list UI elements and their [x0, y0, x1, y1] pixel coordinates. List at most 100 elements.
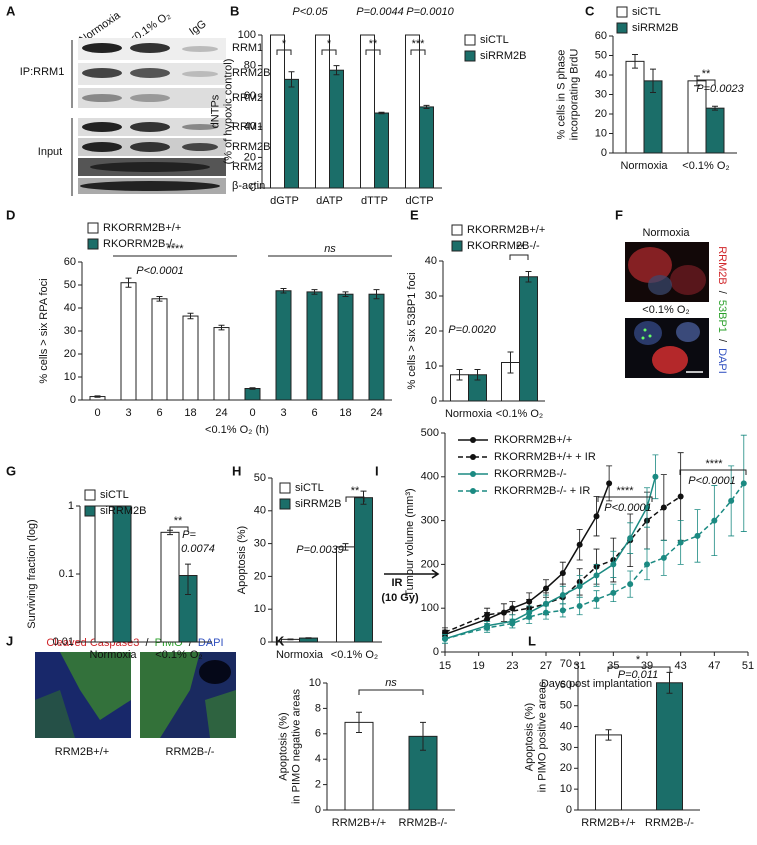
- annotation: P=0.011: [618, 669, 658, 681]
- x-tick-label: 15: [439, 660, 451, 672]
- error-bar: [712, 105, 718, 111]
- point: [728, 497, 735, 504]
- pimo-area: [35, 690, 75, 738]
- x-tick-label: 6: [156, 407, 162, 419]
- blot-column: IgG: [187, 18, 208, 38]
- legend-label: RKORRM2B+/+ + IR: [494, 451, 596, 463]
- y-tick-label: 40: [254, 505, 266, 517]
- condition-label: <0.1% O₂: [642, 304, 689, 316]
- annotation: ns: [385, 677, 397, 689]
- error-bar: [333, 65, 340, 76]
- bracket: [679, 469, 747, 475]
- x-tick-label: 0: [94, 407, 100, 419]
- point: [627, 581, 634, 588]
- error-bar: [218, 324, 225, 331]
- error-bar: [474, 369, 481, 381]
- focus: [648, 334, 652, 338]
- series-line: [444, 476, 657, 640]
- bracket: [597, 496, 653, 502]
- x-tick-label: 39: [641, 660, 653, 672]
- nucleus: [648, 275, 672, 295]
- band: [82, 94, 122, 102]
- x-tick-label: dTTP: [361, 195, 388, 207]
- y-tick-label: 0: [431, 395, 437, 407]
- error-bar: [605, 729, 612, 741]
- y-tick-label: 10: [560, 783, 572, 795]
- nucleus: [676, 322, 700, 342]
- band: [80, 181, 220, 191]
- blot-row: RRM2: [232, 92, 263, 104]
- y-tick-label: 10: [309, 677, 321, 689]
- y-tick-label: 10: [64, 371, 76, 383]
- ir-arrow: [384, 569, 440, 579]
- panel-letter: I: [375, 463, 379, 478]
- blot-row: β-actin: [232, 180, 265, 192]
- x-tick-label: <0.1% O₂: [496, 408, 543, 420]
- x-tick-label: RRM2B+/+: [581, 817, 635, 829]
- annotation: P=: [182, 529, 196, 541]
- error-bar: [632, 54, 638, 69]
- bar: [315, 34, 330, 189]
- annotation: (10 Gy): [381, 592, 419, 604]
- bar: [344, 721, 374, 811]
- annotation: **: [369, 38, 378, 50]
- point: [644, 504, 650, 511]
- x-tick-label: Normoxia: [276, 649, 324, 661]
- legend-swatch: [279, 482, 291, 494]
- panel-letter: G: [6, 463, 16, 478]
- bar: [112, 505, 132, 643]
- band: [182, 124, 218, 130]
- stain: 53BP1: [716, 300, 728, 333]
- band: [130, 94, 170, 102]
- y-tick-label: 30: [560, 741, 572, 753]
- band: [82, 43, 122, 53]
- x-tick-label: Normoxia: [89, 649, 137, 661]
- annotation: P<0.05: [292, 6, 328, 18]
- bar: [405, 34, 420, 189]
- point: [610, 561, 617, 568]
- y-axis-label: Apoptosis (%): [236, 526, 248, 594]
- legend-label: siCTL: [100, 489, 129, 501]
- x-tick-label: 24: [215, 407, 227, 419]
- y-tick-label: 80: [244, 60, 256, 72]
- y-tick-label: 40: [244, 121, 256, 133]
- y-axis-label: % cells > six RPA foci: [38, 278, 50, 383]
- series-line: [444, 482, 745, 640]
- legend-swatch: [279, 498, 291, 510]
- legend-label: RKORRM2B-/- + IR: [494, 485, 590, 497]
- point: [526, 613, 533, 620]
- point: [543, 585, 549, 592]
- error-bar: [456, 369, 463, 381]
- panel-letter: L: [528, 633, 536, 648]
- bar: [120, 282, 137, 401]
- error-bar: [507, 351, 514, 374]
- x-tick-label: 18: [184, 407, 196, 419]
- y-tick-label: 0: [250, 182, 256, 194]
- bar: [368, 293, 385, 401]
- stain-sep: /: [716, 291, 728, 295]
- y-tick-label: 30: [425, 290, 437, 302]
- band: [182, 143, 218, 151]
- y-tick-label: 50: [64, 279, 76, 291]
- x-tick-label: 3: [280, 407, 286, 419]
- blot-group: Input: [38, 146, 62, 158]
- bracket: [345, 496, 365, 502]
- x-tick-label: 18: [339, 407, 351, 419]
- bracket: [365, 49, 381, 55]
- bar: [374, 112, 389, 189]
- y-axis-label: in PIMO positive areas: [536, 681, 548, 792]
- annotation: **: [702, 68, 711, 80]
- x-tick-label: 27: [540, 660, 552, 672]
- point: [740, 480, 747, 487]
- bar: [329, 69, 344, 189]
- pimo-area: [205, 690, 236, 738]
- error-bar: [125, 277, 132, 288]
- band: [182, 46, 218, 52]
- y-tick-label: 30: [254, 538, 266, 550]
- y-tick-label: 50: [595, 49, 607, 61]
- legend-label: RKORRM2B-/-: [494, 468, 567, 480]
- error-bar: [156, 296, 163, 302]
- stain: DAPI: [198, 637, 224, 649]
- y-tick-label: 100: [238, 29, 256, 41]
